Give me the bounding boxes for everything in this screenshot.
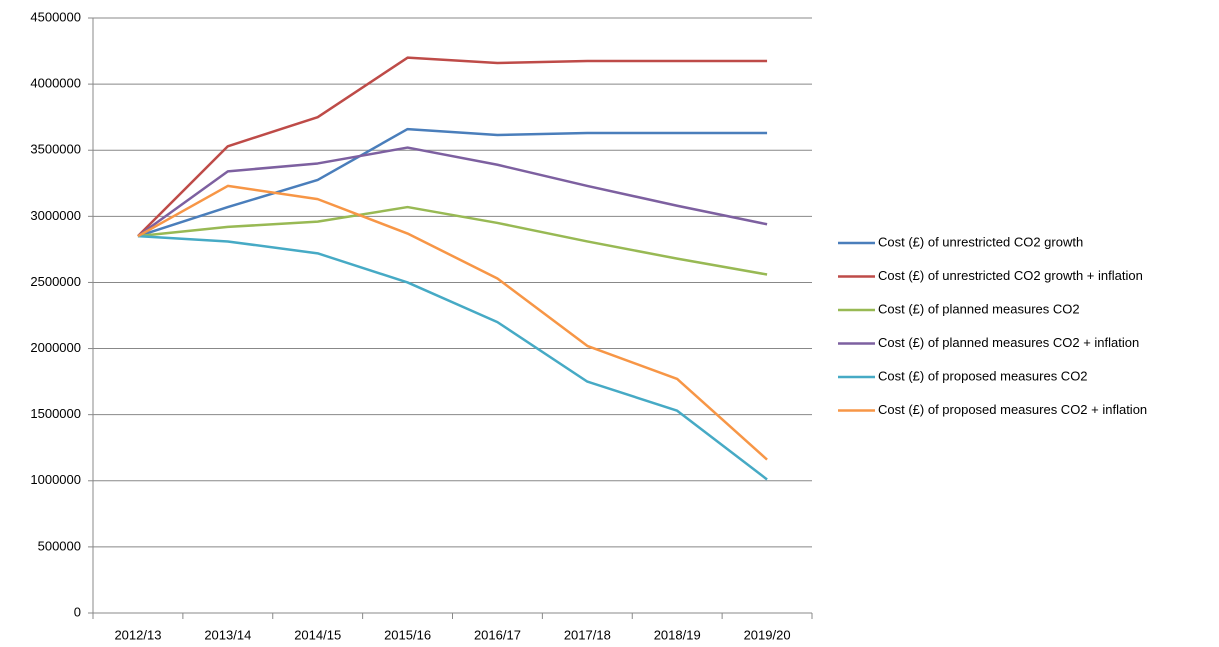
y-tick-label: 4500000 [30, 9, 81, 24]
x-tick-label: 2013/14 [204, 627, 251, 642]
y-tick-label: 2000000 [30, 340, 81, 355]
y-tick-label: 1000000 [30, 472, 81, 487]
x-tick-label: 2014/15 [294, 627, 341, 642]
series-line [137, 127, 768, 238]
x-tick-label: 2017/18 [564, 627, 611, 642]
series-line [137, 56, 768, 238]
y-tick-label: 4000000 [30, 76, 81, 91]
series-line [137, 146, 768, 238]
legend-label: Cost (£) of planned measures CO2 [878, 301, 1080, 316]
x-tick-label: 2012/13 [114, 627, 161, 642]
legend-label: Cost (£) of planned measures CO2 + infla… [878, 335, 1139, 350]
series-line [137, 184, 768, 461]
y-tick-label: 2500000 [30, 274, 81, 289]
y-tick-label: 3500000 [30, 142, 81, 157]
x-tick-label: 2018/19 [654, 627, 701, 642]
legend-label: Cost (£) of proposed measures CO2 [878, 368, 1088, 383]
x-tick-label: 2015/16 [384, 627, 431, 642]
x-tick-label: 2016/17 [474, 627, 521, 642]
series-line [137, 234, 768, 481]
legend-label: Cost (£) of proposed measures CO2 + infl… [878, 402, 1147, 417]
legend-label: Cost (£) of unrestricted CO2 growth + in… [878, 268, 1143, 283]
y-tick-label: 0 [74, 604, 81, 619]
y-tick-label: 3000000 [30, 208, 81, 223]
legend-label: Cost (£) of unrestricted CO2 growth [878, 234, 1083, 249]
series-line [137, 205, 768, 276]
x-tick-label: 2019/20 [744, 627, 791, 642]
y-tick-label: 1500000 [30, 406, 81, 421]
y-tick-label: 500000 [38, 538, 81, 553]
